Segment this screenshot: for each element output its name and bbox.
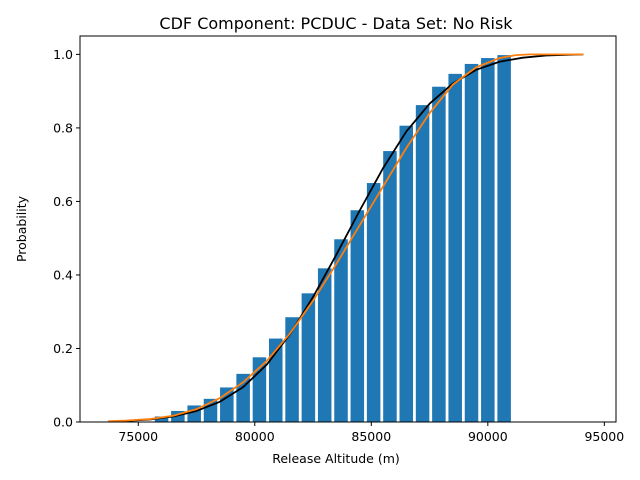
- plot-frame: [79, 35, 617, 423]
- chart-title: CDF Component: PCDUC - Data Set: No Risk: [159, 14, 513, 33]
- y-axis-label: Probability: [14, 195, 29, 262]
- cdf-line-1: [107, 53, 584, 423]
- bar: [399, 125, 414, 423]
- x-tick-label: 75000: [118, 429, 158, 444]
- bar: [236, 373, 250, 422]
- bar: [171, 410, 185, 422]
- bar: [497, 55, 511, 423]
- bar: [268, 338, 283, 422]
- bar: [252, 357, 267, 422]
- bar: [383, 151, 397, 422]
- bar: [317, 268, 332, 422]
- x-tick-label: 80000: [235, 429, 275, 444]
- bar: [415, 105, 430, 423]
- bar: [448, 73, 462, 423]
- y-tick-label: 0.4: [53, 267, 73, 282]
- cdf-line-2: [107, 53, 584, 423]
- y-tick-label: 0.6: [53, 194, 73, 209]
- bar: [285, 317, 299, 422]
- x-axis-label: Release Altitude (m): [272, 451, 400, 466]
- bar: [154, 416, 169, 422]
- y-axis: 0.0 0.2 0.4 0.6 0.8 1.0: [53, 47, 80, 430]
- x-tick-label: 85000: [351, 429, 391, 444]
- y-tick-label: 0.8: [53, 120, 73, 135]
- bar: [350, 210, 365, 422]
- x-axis: 75000 80000 85000 90000 95000: [118, 422, 624, 444]
- y-tick-label: 0.2: [53, 341, 73, 356]
- bar: [366, 183, 381, 422]
- bar: [481, 58, 495, 423]
- bar: [432, 86, 446, 422]
- y-tick-label: 1.0: [53, 47, 73, 62]
- x-tick-label: 95000: [584, 429, 624, 444]
- bar: [334, 239, 348, 422]
- bar: [301, 293, 316, 422]
- bar: [464, 63, 479, 422]
- x-tick-label: 90000: [468, 429, 508, 444]
- bar-series: [154, 55, 511, 423]
- y-tick-label: 0.0: [53, 415, 73, 430]
- line-series-group: [107, 53, 584, 423]
